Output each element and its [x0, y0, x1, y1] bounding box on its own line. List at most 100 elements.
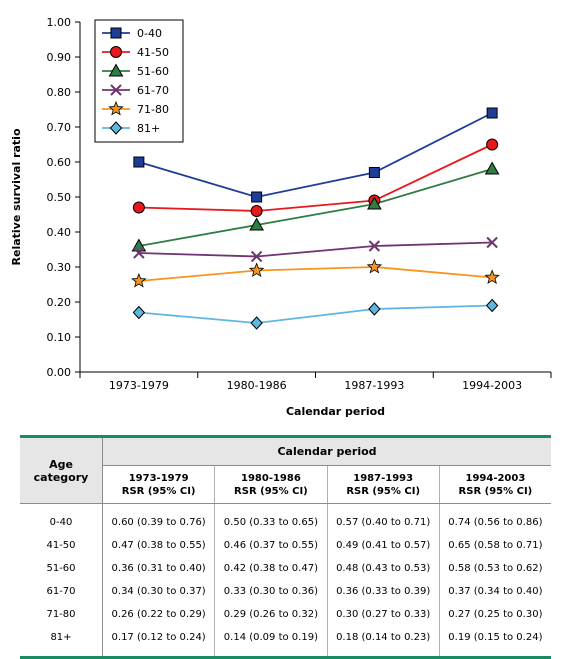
legend-marker [110, 46, 122, 58]
period-label: 1994-2003 [465, 472, 526, 484]
legend-marker [108, 100, 124, 116]
period-label: 1973-1979 [128, 472, 189, 484]
data-point [251, 191, 263, 203]
data-point [248, 262, 265, 278]
y-tick-label: 0.90 [47, 51, 72, 64]
rsr-cell: 0.26 (0.22 to 0.29) [101, 603, 215, 626]
data-point [131, 238, 147, 252]
legend-label: 81+ [137, 122, 160, 135]
data-point [485, 298, 499, 313]
legend-label: 51-60 [137, 65, 169, 78]
x-tick-label: 1973-1979 [109, 379, 169, 392]
y-tick-label: 0.60 [47, 156, 72, 169]
data-point [249, 217, 264, 231]
rsr-cell: 0.27 (0.25 to 0.30) [438, 603, 551, 626]
legend-marker [110, 27, 122, 39]
table-row: 0-40 0.60 (0.39 to 0.76) 0.50 (0.33 to 0… [20, 511, 551, 534]
y-tick-label: 0.00 [47, 366, 72, 379]
data-point [368, 167, 380, 178]
table-row: 81+ 0.17 (0.12 to 0.24) 0.14 (0.09 to 0.… [20, 626, 551, 649]
rsr-cell: 0.19 (0.15 to 0.24) [438, 626, 551, 649]
series-line-41-50 [138, 143, 493, 212]
age-cell: 0-40 [20, 511, 103, 534]
series-line-81+ [138, 304, 493, 324]
data-point [250, 316, 263, 330]
y-tick-label: 1.00 [47, 16, 72, 29]
legend-label: 0-40 [137, 27, 162, 40]
rsr-cell: 0.65 (0.58 to 0.71) [438, 534, 551, 557]
data-point [484, 269, 500, 285]
series-line-71-80 [138, 266, 493, 282]
rsr-cell: 0.37 (0.34 to 0.40) [438, 580, 551, 603]
data-point [133, 156, 145, 168]
rsr-cell: 0.29 (0.26 to 0.32) [214, 603, 328, 626]
data-point [366, 258, 383, 274]
data-point [132, 201, 145, 214]
age-header-line2: category [33, 470, 89, 484]
y-tick-label: 0.40 [47, 226, 72, 239]
data-point [368, 240, 381, 252]
rsr-cell: 0.18 (0.14 to 0.23) [326, 626, 440, 649]
rsr-cell: 0.74 (0.56 to 0.86) [438, 511, 551, 534]
table-row: 61-70 0.34 (0.30 to 0.37) 0.33 (0.30 to … [20, 580, 551, 603]
period-header: 1987-1993 RSR (95% CI) [326, 465, 440, 504]
series-line-51-60 [138, 168, 493, 247]
data-point [131, 272, 147, 288]
data-point [367, 196, 382, 210]
age-cell: 41-50 [20, 534, 103, 557]
survival-line-chart: 0.00 0.10 0.20 0.30 0.40 0.50 0.60 0.70 0.80 0.90… [10, 16, 552, 418]
y-axis-title: Relative survival ratio [10, 128, 23, 265]
age-header-line1: Age [49, 457, 73, 471]
legend-marker [109, 121, 123, 135]
legend-box [94, 19, 184, 143]
age-cell: 81+ [20, 626, 103, 649]
data-point [486, 236, 498, 249]
x-tick-label: 1987-1993 [344, 379, 404, 392]
rsr-cell: 0.46 (0.37 to 0.55) [214, 534, 328, 557]
rsr-table: Age category Calendar period 1973-1979 RS… [20, 438, 551, 656]
y-tick-label: 0.70 [47, 121, 72, 134]
rsr-cell: 0.50 (0.33 to 0.65) [214, 511, 328, 534]
data-point [484, 161, 500, 175]
table-row: 71-80 0.26 (0.22 to 0.29) 0.29 (0.26 to … [20, 603, 551, 626]
x-axis-title: Calendar period [286, 405, 385, 418]
table-top-rule [20, 435, 551, 438]
legend-label: 71-80 [137, 103, 169, 116]
rsr-cell: 0.47 (0.38 to 0.55) [101, 534, 215, 557]
rsr-cell: 0.33 (0.30 to 0.36) [214, 580, 328, 603]
rsr-cell: 0.57 (0.40 to 0.71) [326, 511, 440, 534]
rsr-sub-header: RSR (95% CI) [458, 485, 533, 497]
age-cell: 61-70 [20, 580, 103, 603]
rsr-cell: 0.60 (0.39 to 0.76) [101, 511, 215, 534]
legend-marker [110, 84, 122, 96]
rsr-cell: 0.36 (0.33 to 0.39) [326, 580, 440, 603]
data-point [250, 205, 263, 217]
x-tick-label: 1980-1986 [227, 379, 287, 392]
legend-label: 61-70 [137, 84, 169, 97]
data-point [486, 138, 499, 151]
rsr-cell: 0.58 (0.53 to 0.62) [438, 557, 551, 580]
age-cell: 71-80 [20, 603, 103, 626]
rsr-cell: 0.42 (0.38 to 0.47) [214, 557, 328, 580]
data-point [250, 250, 263, 263]
rsr-sub-header: RSR (95% CI) [346, 485, 421, 497]
series-line-0-40 [138, 112, 493, 198]
calendar-period-header: Calendar period [102, 438, 551, 466]
rsr-cell: 0.30 (0.27 to 0.33) [326, 603, 440, 626]
period-header: 1994-2003 RSR (95% CI) [438, 465, 551, 504]
x-tick-label: 1994-2003 [462, 379, 522, 392]
y-tick-label: 0.10 [47, 331, 72, 344]
rsr-sub-header: RSR (95% CI) [121, 485, 196, 497]
rsr-cell: 0.34 (0.30 to 0.37) [101, 580, 215, 603]
data-point [486, 107, 498, 119]
rsr-sub-header: RSR (95% CI) [234, 485, 308, 497]
period-header: 1973-1979 RSR (95% CI) [101, 465, 215, 504]
rsr-cell: 0.17 (0.12 to 0.24) [101, 626, 215, 649]
legend-marker [108, 63, 124, 77]
period-label: 1980-1986 [240, 472, 301, 484]
rsr-cell: 0.49 (0.41 to 0.57) [326, 534, 440, 557]
rsr-cell: 0.14 (0.09 to 0.19) [214, 626, 328, 649]
table-row: 41-50 0.47 (0.38 to 0.55) 0.46 (0.37 to … [20, 534, 551, 557]
y-tick-label: 0.80 [47, 86, 72, 99]
age-cell: 51-60 [20, 557, 103, 580]
